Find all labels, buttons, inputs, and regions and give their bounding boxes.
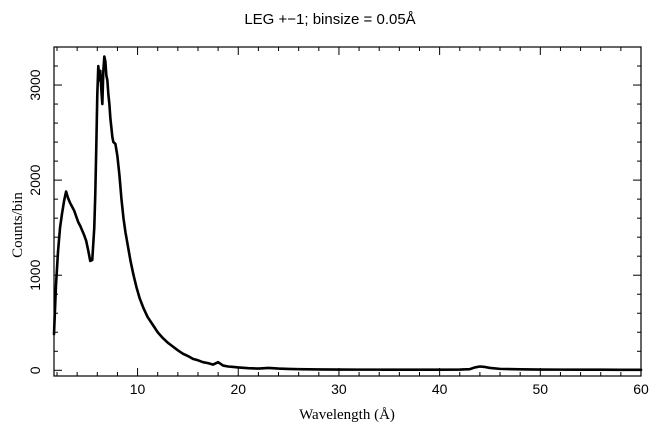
chart-title: LEG +−1; binsize = 0.05Å xyxy=(244,11,415,28)
x-tick-label-60: 60 xyxy=(633,381,649,397)
x-tick-label-10: 10 xyxy=(130,381,146,397)
x-tick-label-50: 50 xyxy=(533,381,549,397)
x-tick-label-30: 30 xyxy=(331,381,347,397)
y-axis-ticks: 0 1000 2000 3000 xyxy=(27,46,641,374)
x-axis-label: Wavelength (Å) xyxy=(299,407,395,423)
x-axis-ticks: 10 20 30 40 50 60 xyxy=(56,47,649,397)
x-tick-label-40: 40 xyxy=(432,381,448,397)
y-tick-label-0: 0 xyxy=(27,366,43,374)
plot-frame xyxy=(53,46,642,377)
x-tick-label-20: 20 xyxy=(230,381,246,397)
series-line xyxy=(52,55,643,372)
y-axis-label: Counts/bin xyxy=(10,192,26,258)
y-tick-label-2000: 2000 xyxy=(27,164,43,195)
y-tick-label-3000: 3000 xyxy=(27,69,43,100)
y-tick-label-1000: 1000 xyxy=(27,259,43,290)
